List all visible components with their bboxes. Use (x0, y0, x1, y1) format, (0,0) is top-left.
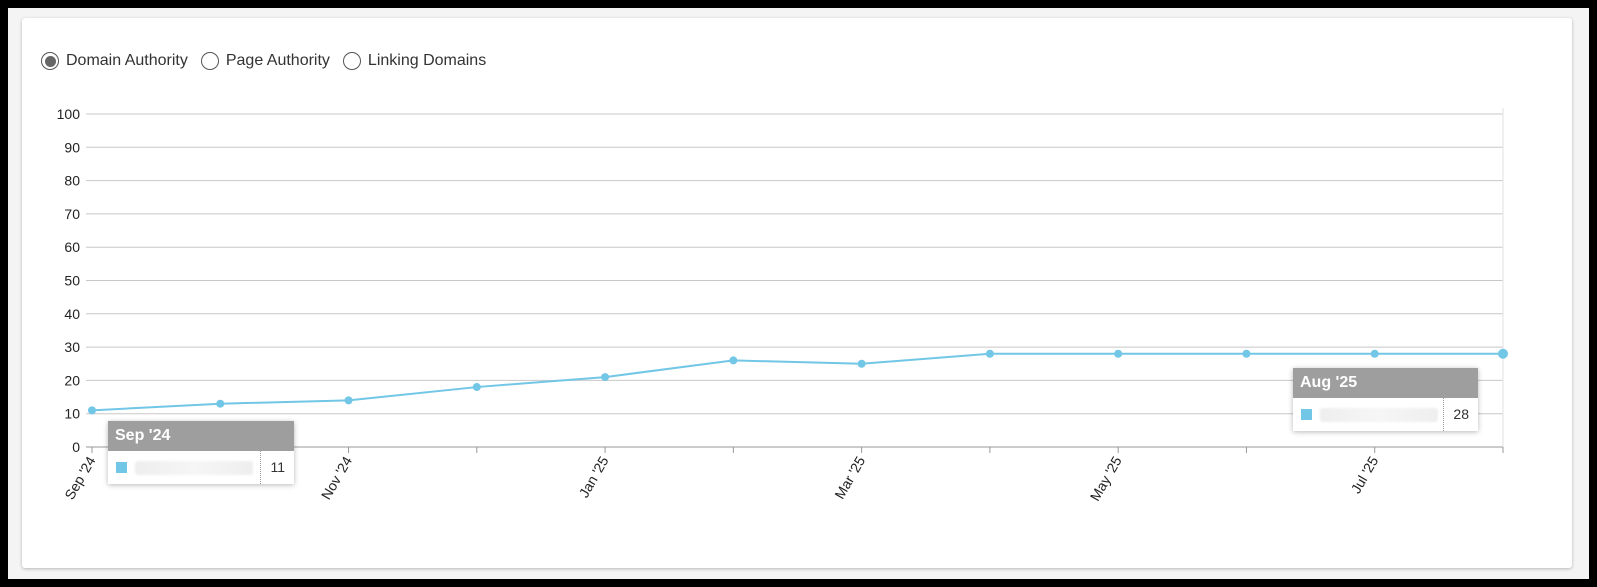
x-tick-label: Sep '24 (61, 453, 98, 502)
y-tick-label: 0 (72, 439, 80, 455)
tooltip-row: 28 (1293, 398, 1478, 431)
tooltip-title: Aug '25 (1293, 368, 1478, 398)
metric-selector: Domain Authority Page Authority Linking … (41, 52, 499, 70)
radio-linking-domains[interactable]: Linking Domains (342, 52, 487, 70)
tooltip-aug-25: Aug '25 28 (1293, 368, 1478, 431)
radio-label: Page Authority (225, 52, 330, 69)
y-tick-label: 100 (57, 106, 81, 122)
y-tick-label: 50 (64, 273, 80, 289)
data-point (88, 406, 96, 415)
data-point (985, 349, 994, 358)
data-point (729, 356, 738, 365)
data-point (472, 383, 481, 392)
y-axis-ticks: 0 10 20 30 40 50 60 70 80 90 100 (57, 106, 81, 455)
y-tick-label: 40 (64, 306, 80, 322)
series-swatch-icon (1301, 409, 1312, 420)
y-tick-label: 90 (64, 139, 80, 155)
y-tick-label: 10 (64, 406, 80, 422)
data-point (1370, 349, 1379, 358)
grid-lines (86, 108, 1504, 448)
series-points (88, 348, 1508, 415)
tooltip-value: 11 (260, 451, 294, 484)
tooltip-row: 11 (108, 451, 294, 484)
radio-page-authority[interactable]: Page Authority (200, 52, 330, 70)
x-tick-label: Jul '25 (1347, 453, 1381, 496)
radio-label: Linking Domains (367, 52, 487, 69)
y-tick-label: 20 (64, 372, 80, 388)
data-point (1114, 349, 1123, 358)
x-tick-label: Jan '25 (575, 453, 611, 500)
x-tick-label: Mar '25 (831, 453, 868, 501)
y-tick-label: 30 (64, 339, 80, 355)
tooltip-sep-24: Sep '24 11 (108, 421, 294, 484)
redacted-series-name (135, 460, 253, 475)
y-tick-label: 70 (64, 206, 80, 222)
series-line (91, 352, 1503, 412)
tooltip-value: 28 (1443, 398, 1478, 431)
data-point (1498, 348, 1508, 359)
tooltip-title: Sep '24 (108, 421, 294, 451)
data-point (601, 373, 610, 382)
y-tick-label: 60 (64, 239, 80, 255)
x-tick-label: May '25 (1087, 453, 1125, 503)
data-point (1242, 349, 1251, 358)
data-point (216, 399, 225, 408)
data-point (344, 396, 353, 405)
y-tick-label: 80 (64, 173, 80, 189)
series-swatch-icon (116, 462, 127, 473)
radio-unchecked-icon[interactable] (342, 52, 361, 70)
x-tick-label: Nov '24 (318, 453, 355, 502)
radio-unchecked-icon[interactable] (200, 52, 219, 70)
radio-label: Domain Authority (66, 52, 188, 69)
redacted-series-name (1320, 407, 1438, 422)
radio-checked-icon[interactable] (41, 52, 59, 70)
data-point (857, 359, 866, 368)
radio-domain-authority[interactable]: Domain Authority (41, 52, 188, 70)
